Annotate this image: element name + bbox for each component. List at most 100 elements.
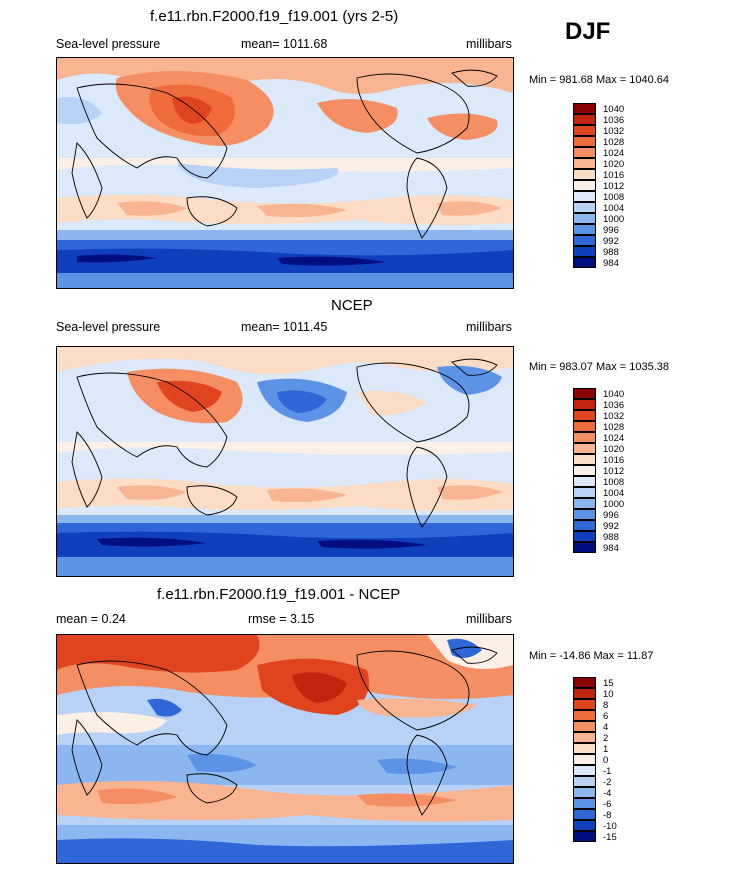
colorbar-label: 1036 [603,115,625,126]
colorbar-swatch [573,831,596,842]
colorbar-swatch [573,498,596,509]
colorbar-label: 6 [603,711,609,722]
panel-2-mean-label: mean= 1011.45 [241,320,328,334]
colorbar-label: 1000 [603,499,625,510]
colorbar-label: 1028 [603,137,625,148]
colorbar-label: 1008 [603,477,625,488]
colorbar-label: 988 [603,247,619,258]
colorbar-label: 1012 [603,181,625,192]
colorbar-swatch [573,158,596,169]
colorbar-swatch [573,710,596,721]
colorbar-swatch [573,114,596,125]
colorbar-label: 1004 [603,488,625,499]
colorbar-label: 1040 [603,104,625,115]
colorbar-swatch [573,432,596,443]
panel-3-minmax: Min = -14.86 Max = 11.87 [529,650,654,662]
panel-3-title: f.e11.rbn.F2000.f19_f19.001 - NCEP [157,586,401,603]
panel-2-title: NCEP [331,297,373,314]
colorbar-label: 984 [603,258,619,269]
colorbar-label: 1016 [603,455,625,466]
panel-2-left-label: Sea-level pressure [56,320,161,334]
colorbar-label: 988 [603,532,619,543]
colorbar-label: -15 [603,832,617,843]
colorbar-swatch [573,410,596,421]
colorbar-label: 10 [603,689,614,700]
colorbar-label: -4 [603,788,612,799]
sea-level-pressure-map [57,58,513,288]
colorbar-swatch [573,454,596,465]
colorbar-swatch [573,754,596,765]
colorbar-label: 1004 [603,203,625,214]
panel-1-map [56,57,514,289]
colorbar-label: 1024 [603,433,625,444]
colorbar-swatch [573,765,596,776]
colorbar-label: 1032 [603,411,625,422]
colorbar-label: 1040 [603,389,625,400]
colorbar-swatch [573,257,596,268]
colorbar-swatch [573,476,596,487]
colorbar-label: 1036 [603,400,625,411]
colorbar-swatch [573,699,596,710]
colorbar-swatch [573,732,596,743]
colorbar-label: 984 [603,543,619,554]
colorbar-label: -1 [603,766,612,777]
colorbar-swatch [573,180,596,191]
panel-1-units-label: millibars [466,37,512,51]
colorbar-label: 0 [603,755,609,766]
colorbar-swatch [573,125,596,136]
colorbar-swatch [573,147,596,158]
sea-level-pressure-map-ncep [57,347,513,576]
colorbar-label: 15 [603,678,614,689]
colorbar-label: 996 [603,225,619,236]
colorbar-swatch [573,388,596,399]
panel-3-rmse-label: rmse = 3.15 [248,612,315,626]
colorbar-swatch [573,487,596,498]
colorbar-label: -10 [603,821,617,832]
panel-3-colorbar: 15 10 8 6 4 2 1 0 -1 -2 -4 -6 -8 -10 -15 [573,677,633,849]
colorbar-label: 992 [603,521,619,532]
colorbar-label: 1000 [603,214,625,225]
panel-2-colorbar: 1040 1036 1032 1028 1024 1020 1016 1012 1008 1004… [573,388,633,560]
colorbar-swatch [573,136,596,147]
panel-1-mean-label: mean= 1011.68 [241,37,328,51]
panel-1-minmax: Min = 981.68 Max = 1040.64 [529,74,670,86]
colorbar-swatch [573,509,596,520]
colorbar-swatch [573,677,596,688]
colorbar-swatch [573,103,596,114]
colorbar-swatch [573,820,596,831]
panel-1-title: f.e11.rbn.F2000.f19_f19.001 (yrs 2-5) [150,8,399,25]
colorbar-label: 996 [603,510,619,521]
colorbar-swatch [573,787,596,798]
panel-2-units-label: millibars [466,320,512,334]
colorbar-swatch [573,235,596,246]
colorbar-label: 1020 [603,444,625,455]
colorbar-swatch [573,798,596,809]
colorbar-label: -6 [603,799,612,810]
colorbar-swatch [573,809,596,820]
colorbar-label: 1020 [603,159,625,170]
panel-2-map [56,346,514,577]
colorbar-swatch [573,688,596,699]
colorbar-label: 1008 [603,192,625,203]
colorbar-swatch [573,520,596,531]
colorbar-label: 1016 [603,170,625,181]
panel-3-mean-label: mean = 0.24 [56,612,126,626]
season-label: DJF [565,18,611,45]
colorbar-label: -8 [603,810,612,821]
colorbar-swatch [573,213,596,224]
panel-3-units-label: millibars [466,612,512,626]
colorbar-swatch [573,743,596,754]
colorbar-swatch [573,169,596,180]
colorbar-label: 2 [603,733,609,744]
colorbar-label: 1 [603,744,609,755]
colorbar-swatch [573,421,596,432]
colorbar-label: 1032 [603,126,625,137]
colorbar-swatch [573,465,596,476]
panel-3-map [56,634,514,864]
colorbar-label: 1012 [603,466,625,477]
colorbar-swatch [573,531,596,542]
colorbar-label: -2 [603,777,612,788]
colorbar-swatch [573,202,596,213]
panel-1-colorbar: 1040 1036 1032 1028 1024 1020 1016 1012 1008 1004… [573,103,633,275]
colorbar-label: 4 [603,722,609,733]
